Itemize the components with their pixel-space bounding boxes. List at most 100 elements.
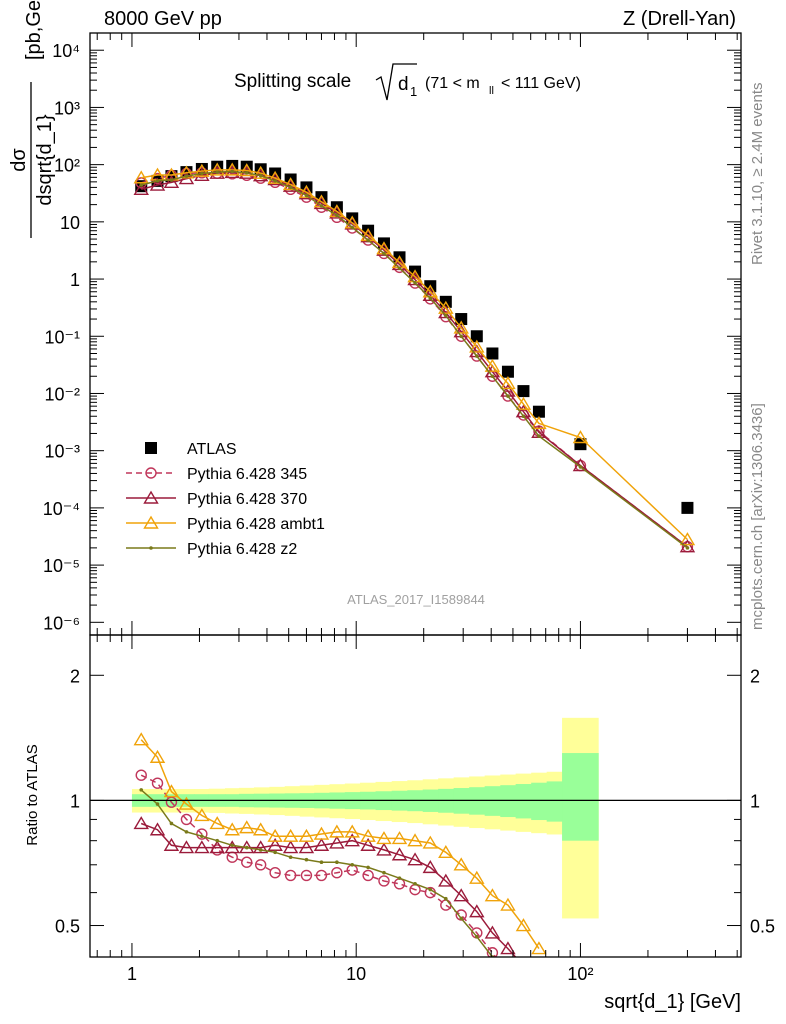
- data-point: [484, 358, 501, 372]
- ratio-point: [484, 925, 501, 939]
- stat-uncertainty-band: [515, 784, 532, 819]
- y-tick-label: 10⁴: [52, 41, 80, 61]
- ratio-point: [284, 869, 297, 882]
- data-point: [578, 465, 583, 469]
- data-point: [133, 170, 149, 184]
- analysis-watermark: ATLAS_2017_I1589844: [347, 592, 485, 607]
- stat-uncertainty-band: [546, 781, 563, 822]
- ratio-y-tick-label-left: 0.5: [55, 917, 80, 937]
- data-point: [413, 281, 417, 285]
- main-y-axis-label: dσ dsqrt{d_1} [pb,GeV -1 ]: [8, 0, 56, 238]
- legend-item-pythia-6-428-ambt1: Pythia 6.428 ambt1: [126, 515, 325, 533]
- data-point: [486, 347, 499, 360]
- ratio-point: [407, 852, 423, 866]
- ratio-point: [459, 916, 464, 921]
- x-tick-label: 10: [346, 964, 366, 984]
- data-point: [515, 396, 532, 410]
- data-point: [184, 174, 189, 178]
- ratio-line: [140, 822, 517, 957]
- ratio-point: [155, 802, 160, 806]
- ratio-point: [537, 1016, 541, 1020]
- y-tick-label: 10: [60, 213, 80, 233]
- ratio-point: [331, 866, 343, 879]
- plot-title: Splitting scale d 1 (71 < m ll < 111 GeV…: [234, 63, 581, 101]
- data-point: [215, 170, 220, 174]
- ratio-point: [518, 985, 528, 995]
- data-point: [521, 414, 526, 419]
- legend-label: ATLAS: [187, 441, 237, 458]
- ratio-point: [184, 830, 189, 834]
- ratio-point: [391, 831, 408, 845]
- ratio-y-tick-label-left: 1: [70, 791, 80, 811]
- title-d-index: 1: [410, 84, 417, 99]
- data-point: [532, 405, 545, 418]
- ratio-y-tick-label-right: 0.5: [750, 917, 775, 937]
- ratio-point: [517, 960, 530, 971]
- ratio-point: [376, 842, 392, 856]
- ratio-point: [149, 822, 166, 836]
- ratio-point: [335, 860, 339, 865]
- ratio-point: [360, 828, 376, 842]
- title-sub-end: < 111 GeV): [501, 75, 581, 92]
- ratio-point: [500, 897, 516, 911]
- ratio-point: [438, 844, 454, 859]
- data-point: [282, 177, 299, 191]
- ratio-point: [391, 847, 408, 861]
- series-atlas: [135, 159, 694, 514]
- ratio-point: [224, 840, 240, 854]
- ratio-point: [534, 1013, 544, 1023]
- ylabel-numerator: dσ: [8, 148, 30, 172]
- ratio-point: [319, 860, 324, 865]
- series-pythia-6-428-z2: [139, 169, 690, 550]
- ratio-point: [531, 941, 547, 955]
- ratio-point: [135, 769, 147, 781]
- y-tick-label: 10⁻⁴: [43, 499, 80, 519]
- data-point: [209, 162, 225, 176]
- ratio-point: [252, 840, 269, 854]
- header-right: Z (Drell-Yan): [623, 8, 736, 30]
- ratio-point: [269, 866, 281, 879]
- legend-marker: [145, 442, 157, 454]
- ratio-point: [453, 888, 469, 902]
- data-point: [224, 162, 240, 176]
- rivet-label: Rivet 3.1.10, ≥ 2.4M events: [749, 83, 766, 266]
- title-sub: (71 < m: [425, 75, 480, 92]
- legend: ATLAS Pythia 6.428 345 Pythia 6.428 370 Pyt…: [126, 441, 325, 558]
- ratio-point: [298, 828, 315, 842]
- ratio-point: [178, 840, 195, 854]
- data-point: [459, 334, 464, 339]
- ratio-point: [139, 788, 144, 792]
- ratio-point: [149, 749, 166, 763]
- ratio-y-tick-label-left: 2: [70, 666, 80, 686]
- ratio-point: [163, 837, 180, 851]
- ratio-point: [151, 777, 164, 789]
- data-point: [239, 163, 255, 177]
- ratio-point: [444, 896, 448, 901]
- ratio-point: [230, 843, 235, 848]
- data-point: [288, 185, 293, 190]
- y-tick-label: 10⁻²: [44, 384, 80, 404]
- ratio-point: [362, 869, 374, 882]
- ratio-point: [440, 899, 452, 911]
- data-point: [537, 434, 541, 438]
- ratio-point: [313, 837, 330, 851]
- legend-marker: [143, 515, 159, 529]
- ratio-point: [484, 888, 501, 902]
- ratio-point: [209, 840, 225, 854]
- data-point: [319, 204, 324, 208]
- ratio-point: [239, 820, 255, 834]
- ratio-point: [407, 833, 423, 847]
- ratio-point: [215, 838, 220, 843]
- data-point: [444, 313, 448, 318]
- data-point: [438, 300, 454, 314]
- ratio-point: [532, 984, 545, 995]
- legend-marker: [143, 490, 159, 504]
- data-point: [350, 225, 355, 230]
- x-axis-label: sqrt{d_1} [GeV]: [604, 991, 741, 1013]
- stat-uncertainty-band: [500, 785, 517, 818]
- ratio-point: [469, 870, 485, 884]
- ratio-point: [209, 816, 225, 830]
- ratio-point: [288, 855, 293, 860]
- series-line: [141, 169, 688, 541]
- ratio-frame: [89, 634, 742, 958]
